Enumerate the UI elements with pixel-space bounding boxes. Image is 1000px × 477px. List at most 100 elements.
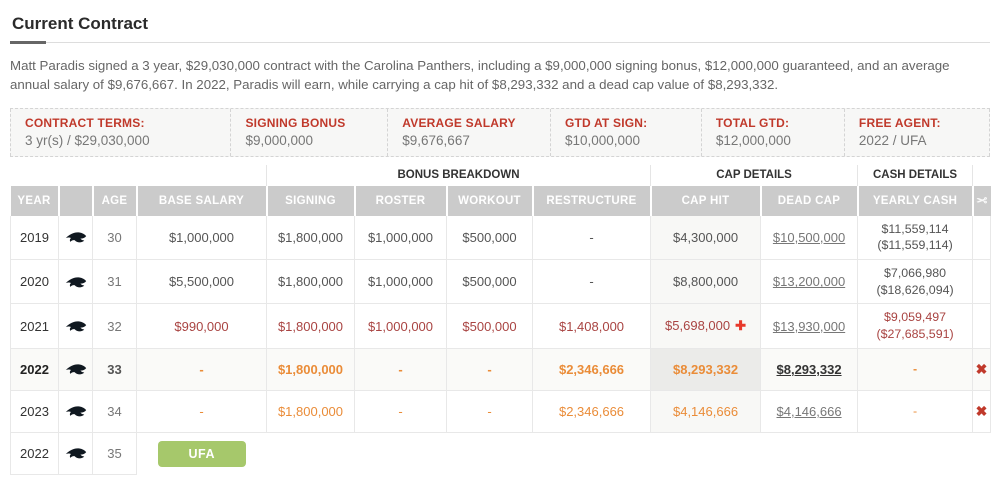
team-logo-cell (58, 303, 93, 349)
summary-free-agent: FREE AGENT: 2022 / UFA (845, 108, 990, 156)
yearly-cash-cell: $7,066,980 ($18,626,094) (857, 259, 974, 305)
table-row-2019: 2019 30 $1,000,000 $1,800,000 $1,000,000… (10, 215, 992, 260)
summary-label: GTD AT SIGN: (564, 115, 648, 130)
yearly-cash-line2: ($11,559,114) (877, 238, 953, 253)
cap-note-plus-icon[interactable]: ✚ (735, 318, 747, 334)
panthers-logo-icon (65, 406, 86, 417)
dead-cap-link[interactable]: $13,930,000 (772, 318, 846, 334)
signing-cell: $1,800,000 (266, 390, 355, 433)
col-header-roster: ROSTER (354, 185, 448, 216)
age-cell: 35 (92, 432, 137, 476)
contract-summary-text: Matt Paradis signed a 3 year, $29,030,00… (10, 58, 950, 93)
cut-cell (972, 259, 992, 305)
page-title: Current Contract (10, 14, 990, 44)
restructure-cell: - (532, 259, 652, 305)
group-header-cap-details: CAP DETAILS (650, 164, 859, 186)
base-salary-cell: - (136, 348, 267, 391)
yearly-cash-line1: $9,059,497 (884, 310, 947, 325)
col-header-yearly-cash: YEARLY CASH (857, 185, 974, 216)
base-salary-cell: $990,000 (136, 303, 267, 349)
cut-cell: ✖ (972, 390, 992, 433)
cut-cell (972, 303, 992, 349)
workout-cell: - (446, 348, 533, 391)
col-header-year: YEAR (10, 185, 60, 216)
group-header-spacer (10, 164, 267, 186)
year-cell: 2023 (10, 390, 59, 433)
restructure-cell: $2,346,666 (532, 348, 652, 391)
summary-value: 3 yr(s) / $29,030,000 (25, 132, 150, 148)
panthers-logo-icon (65, 364, 86, 375)
cap-hit-cell: $8,800,000 (650, 259, 762, 305)
contract-table: BONUS BREAKDOWN CAP DETAILS CASH DETAILS… (10, 164, 992, 476)
col-header-dead-cap: DEAD CAP (760, 185, 859, 216)
col-header-cut: ✂ (972, 185, 991, 216)
summary-signing-bonus: SIGNING BONUS $9,000,000 (231, 108, 389, 156)
ufa-badge[interactable]: UFA (157, 440, 246, 467)
workout-cell: - (446, 390, 533, 433)
restructure-cell: - (532, 215, 652, 260)
summary-label: SIGNING BONUS (245, 115, 346, 130)
yearly-cash-line2: ($27,685,591) (876, 327, 954, 342)
scissors-icon: ✂ (976, 192, 988, 208)
year-cell: 2021 (10, 303, 59, 349)
dead-cap-link[interactable]: $4,146,666 (776, 403, 842, 419)
team-logo-cell (58, 215, 93, 260)
panthers-logo-icon (65, 276, 86, 287)
team-logo-cell (58, 432, 93, 476)
yearly-cash-cell: $9,059,497 ($27,685,591) (857, 303, 974, 349)
summary-label: CONTRACT TERMS: (25, 115, 145, 130)
col-header-restructure: RESTRUCTURE (532, 185, 652, 216)
dead-cap-link[interactable]: $13,200,000 (772, 274, 846, 290)
roster-cell: - (354, 390, 447, 433)
age-cell: 31 (92, 259, 137, 305)
summary-value: $9,000,000 (245, 132, 314, 148)
empty-cell (266, 432, 991, 475)
contract-terms-strip: CONTRACT TERMS: 3 yr(s) / $29,030,000 SI… (10, 107, 990, 157)
signing-cell: $1,800,000 (266, 215, 355, 260)
group-header-spacer (972, 164, 991, 186)
year-cell: 2020 (10, 259, 59, 305)
col-header-age: AGE (92, 185, 138, 216)
col-header-base-salary: BASE SALARY (136, 185, 268, 216)
signing-cell: $1,800,000 (266, 259, 355, 305)
cut-cell: ✖ (972, 348, 992, 391)
summary-average-salary: AVERAGE SALARY $9,676,667 (388, 108, 551, 156)
signing-cell: $1,800,000 (266, 348, 355, 391)
year-cell: 2022 (10, 348, 59, 391)
panthers-logo-icon (65, 232, 86, 243)
dead-cap-cell: $13,200,000 (760, 259, 859, 305)
base-salary-cell: $1,000,000 (136, 215, 267, 260)
panthers-logo-icon (65, 321, 86, 332)
team-logo-cell (58, 259, 93, 305)
yearly-cash-cell: - (857, 390, 974, 433)
summary-value: $10,000,000 (564, 132, 641, 148)
table-row-2021: 2021 32 $990,000 $1,800,000 $1,000,000 $… (10, 303, 992, 349)
age-cell: 32 (92, 303, 137, 349)
signing-cell: $1,800,000 (266, 303, 355, 349)
summary-label: TOTAL GTD: (715, 115, 790, 130)
yearly-cash-line1: - (912, 362, 918, 377)
summary-gtd-at-sign: GTD AT SIGN: $10,000,000 (551, 108, 702, 156)
cap-hit-cell: $4,146,666 (650, 390, 762, 433)
team-logo-cell (58, 390, 93, 433)
roster-cell: $1,000,000 (354, 303, 447, 349)
team-logo-cell (58, 348, 93, 391)
col-header-signing: SIGNING (266, 185, 356, 216)
column-header-row: YEAR AGE BASE SALARY SIGNING ROSTER WORK… (10, 185, 991, 216)
summary-label: AVERAGE SALARY (402, 115, 516, 130)
table-row-free-agency: 2022 35 UFA (10, 432, 991, 476)
summary-value: $12,000,000 (715, 132, 791, 148)
dead-cap-link[interactable]: $10,500,000 (772, 229, 846, 245)
remove-year-icon[interactable]: ✖ (975, 360, 988, 377)
dead-cap-link[interactable]: $8,293,332 (776, 361, 842, 377)
dead-cap-cell: $13,930,000 (760, 303, 859, 349)
remove-year-icon[interactable]: ✖ (975, 402, 988, 419)
yearly-cash-line1: $11,559,114 (881, 221, 949, 236)
summary-value: 2022 / UFA (858, 132, 927, 148)
table-row-2022: 2022 33 - $1,800,000 - - $2,346,666 $8,2… (10, 348, 992, 391)
age-cell: 34 (92, 390, 137, 433)
col-header-workout: WORKOUT (446, 185, 534, 216)
base-salary-cell: $5,500,000 (136, 259, 267, 305)
table-row-2020: 2020 31 $5,500,000 $1,800,000 $1,000,000… (10, 259, 992, 305)
